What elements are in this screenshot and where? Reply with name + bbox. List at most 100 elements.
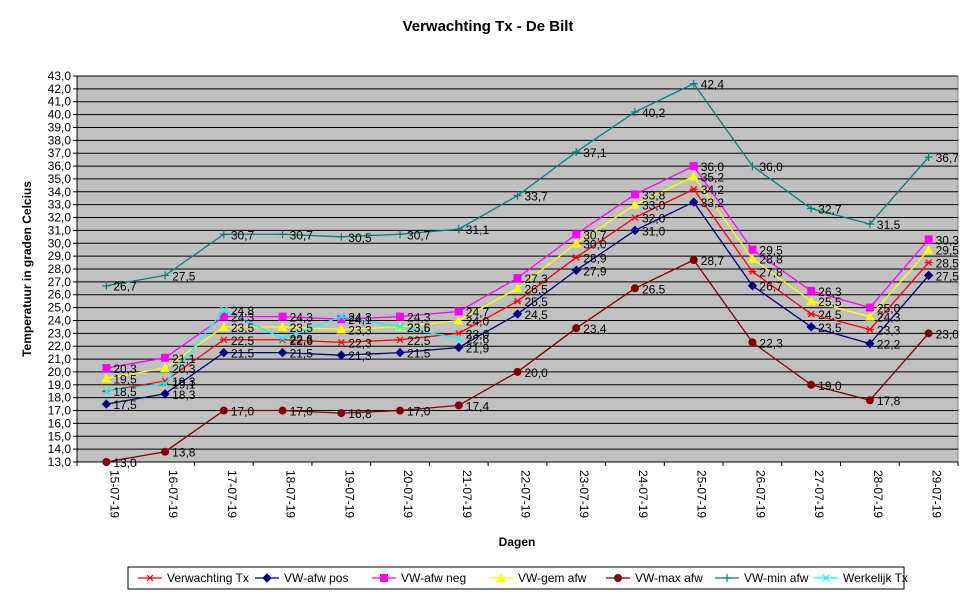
legend-label: VW-afw pos [284,571,348,585]
y-tick-label: 27,0 [48,275,72,289]
x-tick-label: 20-07-19 [401,470,415,518]
x-tick-label: 17-07-19 [225,470,239,518]
y-tick-label: 21,0 [48,352,72,366]
data-point [865,396,874,405]
data-point [630,214,639,221]
data-label: 20,3 [113,362,137,376]
y-tick-label: 14,0 [48,442,72,456]
data-point [923,244,934,254]
data-label: 34,2 [701,183,725,197]
data-label: 23,5 [407,321,431,335]
data-label: 24,0 [466,314,490,328]
data-point [337,315,346,324]
data-label: 26,7 [113,280,137,294]
data-label: 32,0 [642,212,666,226]
x-tick-label: 28-07-19 [871,470,885,518]
x-tick-label: 29-07-19 [930,470,944,518]
data-label: 22,3 [348,336,372,350]
data-point [160,363,170,373]
legend-item: VW-min afw [715,571,809,585]
data-label: 29,5 [936,244,960,258]
data-label: 42,4 [701,78,725,92]
legend-marker [262,573,272,583]
y-tick-label: 25,0 [48,301,72,315]
data-point [630,284,639,293]
data-point [278,312,287,321]
y-tick-label: 30,0 [48,236,72,250]
data-label: 19,0 [818,379,842,393]
y-tick-label: 18,0 [48,391,72,405]
x-tick-label: 26-07-19 [753,470,767,518]
data-point [161,353,170,362]
data-label: 23,3 [348,323,372,337]
data-point [278,230,287,239]
y-tick-label: 35,0 [48,172,72,186]
data-label: 33,7 [525,190,549,204]
data-point [807,204,816,213]
y-tick-label: 29,0 [48,249,72,263]
data-label: 20,0 [525,366,549,380]
data-label: 26,7 [759,280,783,294]
data-point [865,311,875,321]
legend-item: VW-afw pos [255,571,348,585]
y-tick-label: 15,0 [48,429,72,443]
data-point [748,268,757,275]
data-point [101,373,112,383]
data-label: 33,2 [701,196,725,210]
legend-label: VW-min afw [744,571,809,585]
data-point [102,364,111,373]
data-label: 37,1 [583,146,607,160]
data-label: 17,4 [466,399,490,413]
legend-box [127,566,905,590]
data-point [630,190,639,199]
data-label: 21,5 [407,347,431,361]
data-label: 24,7 [466,305,490,319]
data-label: 18,5 [113,385,137,399]
legend-marker [723,574,731,582]
data-label: 30,7 [583,228,607,242]
data-point [689,79,698,88]
legend-item: VW-max afw [606,571,703,585]
data-label: 16,8 [348,407,372,421]
data-label: 24,3 [231,311,255,325]
data-point [336,350,347,360]
data-label: 30,0 [583,237,607,251]
data-point [748,162,757,171]
data-point [513,297,522,305]
data-label: 31,0 [642,224,666,238]
y-axis-title: Temperatuur in graden Celcius [20,181,34,357]
legend-label: VW-gem afw [518,571,587,585]
data-label: 30,7 [290,228,314,242]
x-tick-label: 16-07-19 [166,470,180,518]
data-label: 30,7 [231,228,255,242]
x-tick-label: 23-07-19 [577,470,591,518]
data-point [101,399,112,409]
data-label: 26,5 [642,282,666,296]
data-label: 28,5 [936,257,960,271]
data-point [454,342,464,353]
legend-marker [380,574,388,582]
data-label: 13,0 [113,456,137,470]
data-point [454,225,463,234]
y-tick-label: 17,0 [48,404,72,418]
data-label: 19,1 [172,378,196,392]
y-tick-label: 23,0 [48,326,72,340]
data-point [278,406,287,415]
data-label: 36,0 [759,160,783,174]
y-tick-label: 40,0 [48,108,72,122]
data-label: 28,8 [759,253,783,267]
data-point [807,310,816,318]
data-point [924,153,933,162]
y-tick-label: 41,0 [48,95,72,109]
series-5 [102,79,933,290]
legend-label: Werkelijk Tx [843,571,908,585]
data-point [160,389,170,399]
data-point [102,281,111,290]
data-point [865,219,874,228]
data-point [337,409,346,418]
data-label: 17,0 [231,405,255,419]
data-label: 30,7 [407,228,431,242]
data-point [572,324,581,333]
data-point [923,270,934,281]
data-point [513,367,522,376]
